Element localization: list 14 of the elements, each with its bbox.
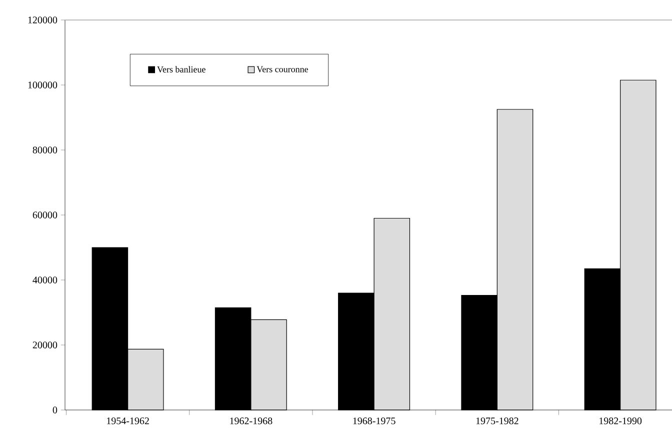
- y-tick-label: 120000: [28, 16, 58, 24]
- x-tick-label: 1954-1962: [107, 418, 149, 424]
- y-tick-label: 0: [52, 406, 58, 414]
- legend-label: Vers couronne: [256, 66, 308, 72]
- x-tick-label: 1982-1990: [600, 418, 642, 424]
- y-tick-label: 60000: [32, 212, 58, 218]
- y-tick-label: 80000: [32, 146, 58, 154]
- x-tick-label: 1962-1968: [230, 418, 272, 424]
- y-tick-label: 20000: [32, 342, 58, 348]
- y-tick-label: 100000: [28, 82, 58, 88]
- y-tick-label: 40000: [32, 276, 58, 284]
- legend-label: Vers banlieue: [157, 66, 206, 73]
- x-tick-label: 1975-1982: [476, 418, 518, 424]
- x-tick-label: 1968-1975: [353, 418, 396, 424]
